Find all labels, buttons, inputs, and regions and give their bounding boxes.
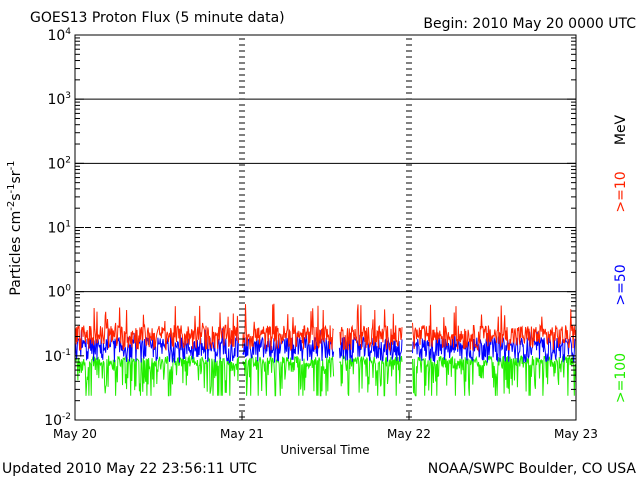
x-tick-label: May 22 <box>387 427 431 441</box>
series-line-ge50 <box>74 327 239 365</box>
y-tick-label: 101 <box>47 220 71 237</box>
series-line-ge100 <box>74 355 239 397</box>
y-tick-label: 104 <box>47 27 71 44</box>
begin-label: Begin: 2010 May 20 0000 UTC <box>423 16 636 32</box>
legend: MeV >=10 >=50 >=100 <box>613 114 629 403</box>
x-tick-label: May 21 <box>220 427 264 441</box>
y-axis: 10-2 10-1 100 101 102 103 104 <box>44 27 576 429</box>
series-line-ge100 <box>412 355 577 397</box>
series-line-ge100 <box>339 354 403 397</box>
chart-title: GOES13 Proton Flux (5 minute data) <box>30 10 285 26</box>
y-tick-label: 103 <box>47 91 71 108</box>
x-tick-label: May 20 <box>53 427 97 441</box>
series-line-ge10 <box>74 305 239 351</box>
series-line-ge10 <box>412 304 577 352</box>
series-line-ge10 <box>339 304 403 353</box>
y-tick-label: 10-2 <box>44 412 71 429</box>
series-line-ge10 <box>242 303 335 351</box>
y-tick-label: 102 <box>47 155 71 172</box>
day-dividers <box>239 38 412 418</box>
series-line-ge100 <box>242 355 335 397</box>
legend-entry: >=50 <box>613 264 629 305</box>
y-axis-label: Particles cm-2s-1sr-1 <box>6 160 24 295</box>
x-axis: May 20 May 21 May 22 May 23 <box>53 412 598 441</box>
source-credit: NOAA/SWPC Boulder, CO USA <box>428 461 637 477</box>
legend-entry: >=100 <box>613 353 629 403</box>
y-tick-label: 10-1 <box>44 348 71 365</box>
legend-entry: >=10 <box>613 171 629 212</box>
updated-timestamp: Updated 2010 May 22 23:56:11 UTC <box>2 461 257 477</box>
x-axis-label: Universal Time <box>280 443 369 457</box>
y-tick-label: 100 <box>47 284 71 301</box>
threshold-lines <box>75 98 576 293</box>
legend-unit-label: MeV <box>613 114 629 145</box>
series-layer <box>74 303 577 397</box>
x-tick-label: May 23 <box>554 427 598 441</box>
